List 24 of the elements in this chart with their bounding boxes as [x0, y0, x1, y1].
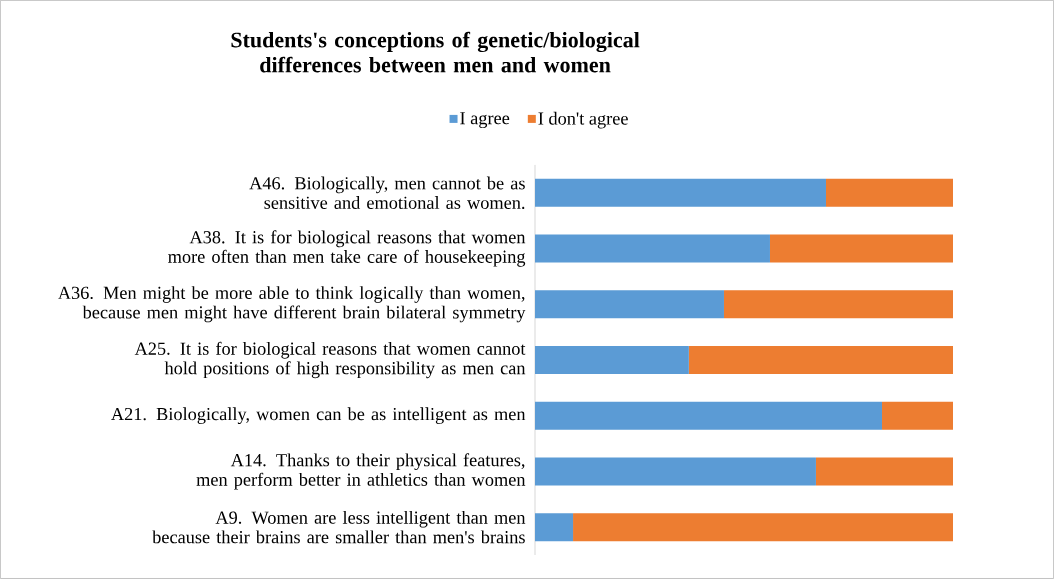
chart-title: Students's conceptions of genetic/biological differences between men and women — [231, 31, 640, 73]
y-tick-label: A21. Biologically, women can be as intelligent as men — [111, 407, 526, 425]
y-tick-label: A38. It is for biological reasons that women more often than men take care of housekeeping — [168, 230, 526, 267]
y-tick-label: A14. Thanks to their physical features, men perform better in athletics than women — [196, 453, 526, 490]
bar — [535, 178, 826, 207]
y-tick-label: A25. It is for biological reasons that women cannot hold positions of high responsibility as men can — [134, 341, 526, 379]
bar — [688, 346, 954, 375]
bar — [535, 234, 770, 263]
bar — [815, 457, 954, 486]
y-tick-label: A36. Men might be more able to think logically than women, because men might have different brain bilateral symmetry — [58, 286, 526, 323]
legend-label: I don't agree — [538, 111, 628, 129]
y-tick-label: A46. Biologically, men cannot be as sensitive and emotional as women. — [249, 176, 525, 210]
bar — [573, 513, 954, 542]
bar — [535, 401, 883, 430]
bar — [723, 290, 954, 319]
y-tick-label: A9. Women are less intelligent than men because their brains are smaller than men's brains — [152, 511, 526, 544]
legend-label: I agree — [460, 112, 510, 129]
bar — [535, 457, 816, 486]
bar — [535, 513, 574, 542]
bar — [535, 346, 689, 375]
bar — [535, 290, 724, 319]
bar — [882, 401, 954, 430]
bar — [769, 234, 954, 263]
bar — [825, 178, 954, 207]
